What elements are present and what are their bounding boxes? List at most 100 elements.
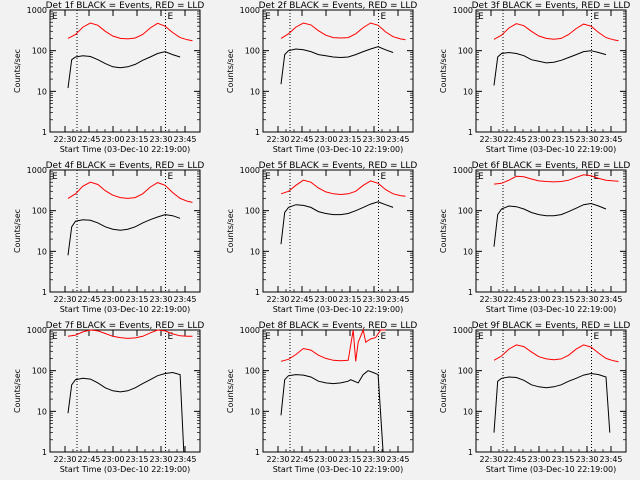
event-marker-label: E (265, 172, 271, 182)
x-tick-label: 23:00 (527, 295, 550, 304)
event-marker-label: E (594, 332, 600, 342)
x-tick-label: 22:45 (77, 455, 100, 464)
event-marker-label: E (52, 332, 58, 342)
lld-series-line (280, 328, 386, 362)
y-tick-label: 100 (245, 367, 260, 376)
x-tick-label: 23:15 (125, 135, 148, 144)
y-tick-label: 1 (255, 448, 260, 457)
y-tick-label: 1000 (27, 6, 47, 15)
y-tick-label: 1000 (27, 326, 47, 335)
y-tick-label: 10 (37, 247, 47, 256)
lld-series-line (67, 22, 193, 42)
y-axis-label: Counts/sec (226, 369, 235, 413)
lld-series-line (67, 329, 193, 339)
y-axis-label: Counts/sec (226, 209, 235, 253)
y-tick-label: 1 (468, 448, 473, 457)
y-tick-label: 1000 (27, 166, 47, 175)
x-tick-label: 22:30 (479, 295, 502, 304)
x-tick-label: 23:15 (338, 455, 361, 464)
y-tick-label: 10 (37, 87, 47, 96)
x-tick-label: 23:45 (599, 455, 622, 464)
lld-series-line (493, 23, 619, 42)
x-tick-label: 22:30 (266, 135, 289, 144)
plot-title: Det 9f BLACK = Events, RED = LLD (472, 321, 631, 331)
y-tick-label: 1 (255, 288, 260, 297)
events-series-line (493, 372, 611, 433)
x-tick-label: 23:30 (149, 135, 172, 144)
plot-frame (475, 169, 627, 293)
y-axis-label: Counts/sec (439, 49, 448, 93)
y-tick-label: 10 (250, 247, 260, 256)
detector-plot: Det 8f BLACK = Events, RED = LLD 1 10 100 10… (226, 321, 417, 474)
y-tick-label: 10 (250, 87, 260, 96)
x-tick-label: 23:00 (314, 455, 337, 464)
x-tick-label: 22:45 (290, 455, 313, 464)
y-tick-label: 10 (37, 407, 47, 416)
lld-series-line (67, 181, 193, 203)
x-axis-label: Start Time (03-Dec-10 22:19:00) (273, 305, 404, 314)
y-tick-label: 100 (245, 47, 260, 56)
event-marker-label: E (52, 12, 58, 22)
x-axis-label: Start Time (03-Dec-10 22:19:00) (486, 145, 617, 154)
lld-series-line (493, 344, 619, 363)
x-axis-label: Start Time (03-Dec-10 22:19:00) (273, 465, 404, 474)
plot-frame (475, 329, 627, 453)
x-tick-label: 23:15 (551, 295, 574, 304)
plot-frame (262, 9, 414, 133)
x-tick-label: 23:00 (101, 135, 124, 144)
x-tick-label: 22:45 (503, 135, 526, 144)
y-tick-label: 100 (458, 367, 473, 376)
x-tick-label: 23:30 (575, 135, 598, 144)
x-tick-label: 22:45 (503, 295, 526, 304)
y-tick-label: 1000 (453, 166, 473, 175)
detector-plot: Det 4f BLACK = Events, RED = LLD 1 10 100 10… (13, 161, 204, 314)
event-marker-label: E (478, 12, 484, 22)
y-tick-label: 100 (32, 47, 47, 56)
x-tick-label: 22:30 (266, 455, 289, 464)
y-tick-label: 1 (255, 128, 260, 137)
events-series-line (67, 214, 181, 256)
x-tick-label: 23:00 (527, 135, 550, 144)
x-tick-label: 22:30 (479, 135, 502, 144)
event-marker-label: E (265, 332, 271, 342)
detector-plot: Det 1f BLACK = Events, RED = LLD 1 10 100 10… (13, 1, 204, 154)
events-series-line (493, 50, 607, 86)
x-tick-label: 23:15 (125, 295, 148, 304)
y-tick-label: 100 (32, 207, 47, 216)
x-tick-label: 23:15 (125, 455, 148, 464)
plot-frame (262, 169, 414, 293)
y-axis-label: Counts/sec (13, 369, 22, 413)
x-tick-label: 23:00 (314, 295, 337, 304)
events-series-line (67, 371, 185, 453)
lld-series-line (280, 179, 406, 197)
y-tick-label: 1 (42, 448, 47, 457)
event-marker-label: E (594, 12, 600, 22)
events-series-line (280, 370, 384, 453)
plot-title: Det 3f BLACK = Events, RED = LLD (472, 1, 631, 11)
y-tick-label: 100 (245, 207, 260, 216)
plot-frame (49, 329, 201, 453)
x-tick-label: 23:45 (173, 135, 196, 144)
lld-series-line (493, 174, 619, 185)
event-marker-label: E (478, 172, 484, 182)
y-tick-label: 1000 (453, 6, 473, 15)
y-tick-label: 10 (463, 247, 473, 256)
event-marker-label: E (168, 12, 174, 22)
detector-plot: Det 7f BLACK = Events, RED = LLD 1 10 100 10… (13, 321, 204, 474)
events-series-line (280, 201, 394, 245)
x-axis-label: Start Time (03-Dec-10 22:19:00) (273, 145, 404, 154)
y-tick-label: 10 (250, 407, 260, 416)
events-series-line (67, 51, 181, 89)
x-tick-label: 22:45 (290, 295, 313, 304)
events-series-line (493, 202, 607, 247)
y-axis-label: Counts/sec (13, 209, 22, 253)
x-tick-label: 22:30 (266, 295, 289, 304)
detector-plot: Det 3f BLACK = Events, RED = LLD 1 10 100 10… (439, 1, 630, 154)
y-tick-label: 100 (458, 207, 473, 216)
y-tick-label: 10 (463, 407, 473, 416)
x-tick-label: 23:15 (338, 295, 361, 304)
x-axis-label: Start Time (03-Dec-10 22:19:00) (486, 305, 617, 314)
x-axis-label: Start Time (03-Dec-10 22:19:00) (60, 145, 191, 154)
x-tick-label: 23:00 (314, 135, 337, 144)
